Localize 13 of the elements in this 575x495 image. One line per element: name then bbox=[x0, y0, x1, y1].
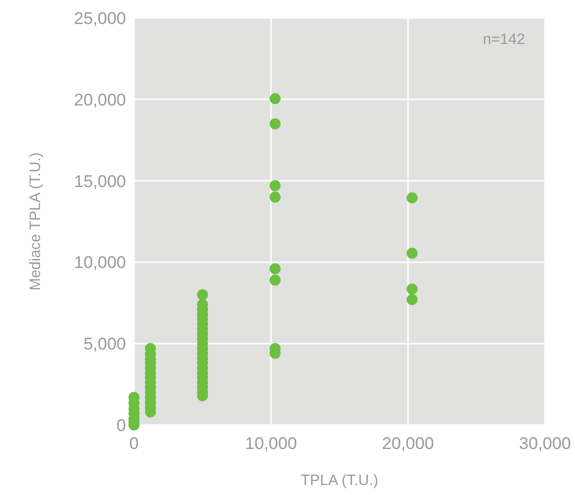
y-tick-label: 5,000 bbox=[83, 334, 126, 354]
y-tick-label: 20,000 bbox=[74, 90, 126, 110]
x-tick-label: 10,000 bbox=[245, 434, 297, 453]
y-tick-label: 10,000 bbox=[74, 253, 126, 272]
x-tick-label: 20,000 bbox=[382, 434, 434, 453]
annotation: n=142 bbox=[482, 31, 525, 48]
y-axis-title: Mediace TPLA (T.U.) bbox=[27, 152, 44, 291]
x-tick-label: 30,000 bbox=[519, 434, 571, 453]
y-tick-label: 15,000 bbox=[74, 172, 126, 191]
y-tick-label: 0 bbox=[116, 416, 126, 435]
y-tick-label: 25,000 bbox=[74, 8, 126, 28]
x-axis-title: TPLA (T.U.) bbox=[300, 472, 378, 489]
x-tick-label: 0 bbox=[129, 434, 139, 453]
